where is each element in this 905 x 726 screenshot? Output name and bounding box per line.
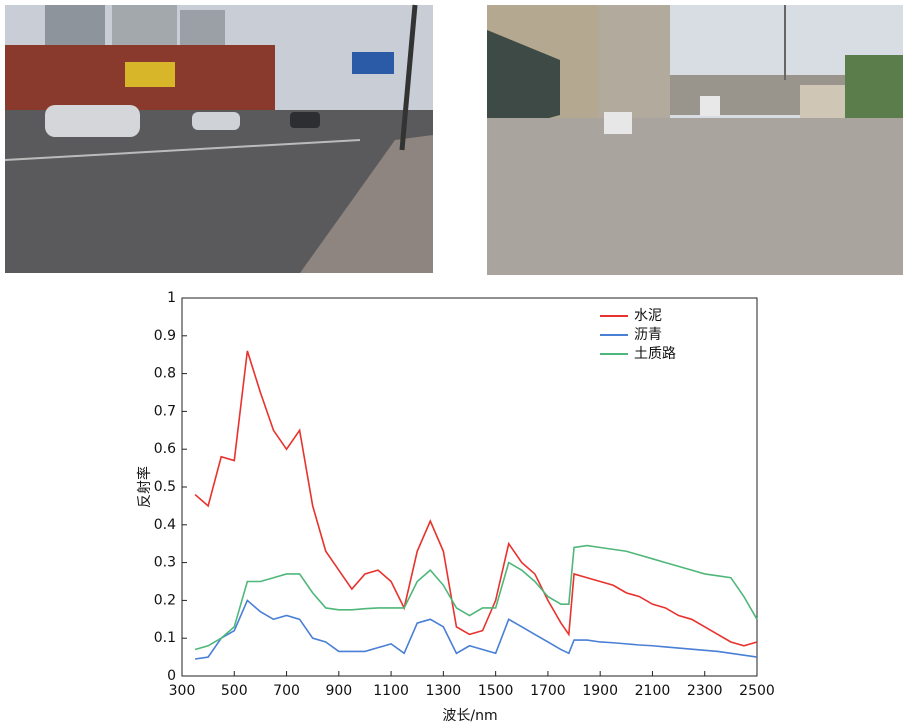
- x-tick-label: 2300: [687, 683, 723, 699]
- legend-label: 水泥: [634, 308, 662, 324]
- y-tick-label: 0.8: [154, 366, 176, 382]
- x-axis-label: 波长/nm: [442, 708, 497, 724]
- y-tick-label: 0.2: [154, 592, 176, 608]
- y-tick-label: 0: [167, 668, 176, 684]
- x-tick-label: 1100: [373, 683, 409, 699]
- series-line: [195, 600, 757, 659]
- series-line: [195, 351, 757, 646]
- figure: 波长/nm 反射率 300 500 700 900 1100 1300 1500 1700 19…: [0, 0, 905, 726]
- y-tick-label: 1: [167, 290, 176, 306]
- x-tick-label: 1700: [530, 683, 566, 699]
- y-tick-label: 0.1: [154, 630, 176, 646]
- x-tick-label: 300: [169, 683, 196, 699]
- x-tick-label: 1300: [426, 683, 462, 699]
- x-tick-label: 1500: [478, 683, 514, 699]
- y-tick-label: 0.6: [154, 441, 176, 457]
- x-tick-label: 900: [325, 683, 352, 699]
- x-tick-label: 700: [273, 683, 300, 699]
- x-tick-label: 2500: [739, 683, 775, 699]
- y-axis-label: 反射率: [136, 466, 153, 508]
- street-photo: [5, 5, 433, 273]
- yard-photo: [487, 5, 903, 275]
- y-tick-label: 0.7: [154, 403, 176, 419]
- y-tick-label: 0.4: [154, 517, 176, 533]
- x-tick-label: 1900: [582, 683, 618, 699]
- y-tick-label: 0.5: [154, 479, 176, 495]
- legend-label: 土质路: [634, 346, 676, 362]
- y-tick-label: 0.3: [154, 555, 176, 571]
- y-tick-label: 0.9: [154, 328, 176, 344]
- series-line: [195, 546, 757, 650]
- x-tick-label: 500: [221, 683, 248, 699]
- x-tick-label: 2100: [635, 683, 671, 699]
- legend-label: 沥青: [634, 327, 662, 343]
